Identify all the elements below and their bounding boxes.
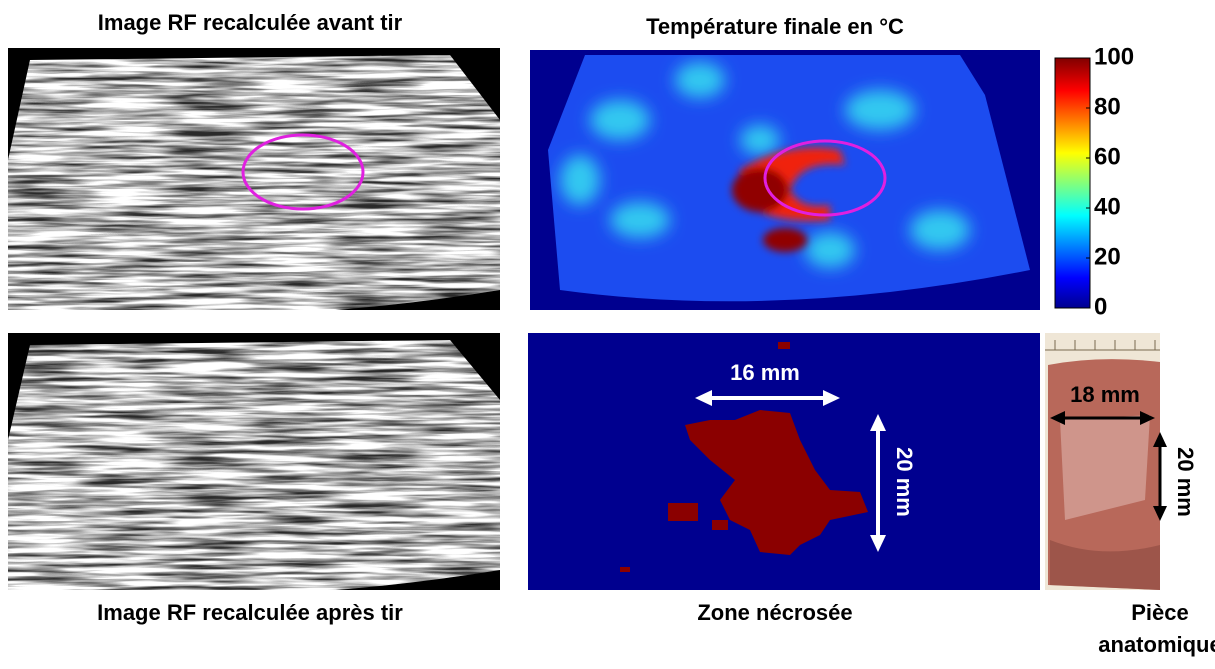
rf-image-before (8, 48, 500, 310)
panel-title: Zone nécrosée (697, 600, 852, 625)
dimension-label: 20 mm (1173, 447, 1198, 517)
dimension-label: 16 mm (730, 360, 800, 385)
colorbar-tick-label: 20 (1094, 243, 1121, 270)
colorbar-tick-label: 100 (1094, 43, 1134, 70)
panel-title: Pièce (1131, 600, 1189, 625)
colorbar-tick-label: 60 (1094, 143, 1121, 170)
dimension-label: 18 mm (1070, 382, 1140, 407)
colorbar-tick-label: 40 (1094, 193, 1121, 220)
necrosis-map: 16 mm 20 mm (528, 333, 1040, 590)
panel-title: anatomique (1098, 632, 1215, 657)
temperature-map (530, 50, 1040, 310)
panel-title: Température finale en °C (646, 14, 904, 39)
colorbar-tick-label: 0 (1094, 293, 1107, 320)
rf-image-after (8, 333, 500, 590)
dimension-label: 20 mm (892, 447, 917, 517)
specimen-photo: 18 mm 20 mm (1045, 333, 1198, 590)
panel-title: Image RF recalculée avant tir (98, 10, 403, 35)
panel-title: Image RF recalculée après tir (97, 600, 403, 625)
colorbar-tick-label: 80 (1094, 93, 1121, 120)
colorbar: 0 20 40 60 80 100 (1054, 43, 1134, 320)
